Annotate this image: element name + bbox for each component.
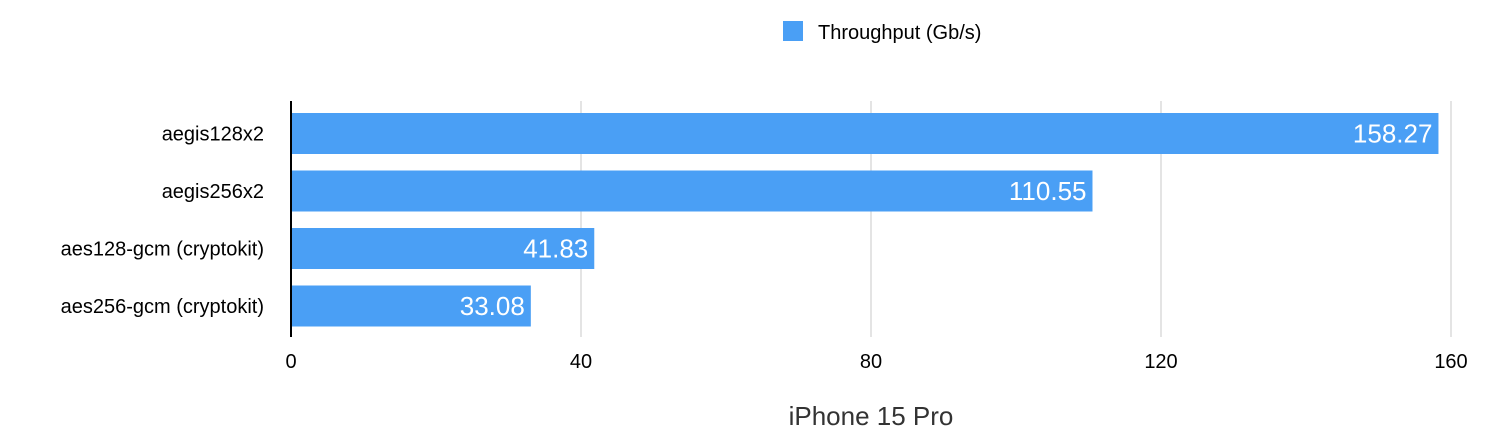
category-labels: aegis128x2 aegis256x2 aes128-gcm (cryptoki… [61, 124, 264, 319]
legend: Throughput (Gb/s) [783, 21, 981, 44]
category-label-2: aegis256x2 [162, 181, 264, 203]
bar-4 [291, 285, 531, 327]
x-axis-label: iPhone 15 Pro [789, 401, 954, 431]
value-label-1: 158.27 [1353, 119, 1433, 149]
legend-swatch [783, 21, 803, 41]
x-tick-label-0: 0 [285, 351, 296, 373]
legend-label: Throughput (Gb/s) [818, 22, 981, 44]
x-tick-label-160: 160 [1434, 351, 1467, 373]
x-tick-label-80: 80 [860, 351, 882, 373]
x-tick-label-120: 120 [1144, 351, 1177, 373]
bars [291, 113, 1439, 327]
value-labels: 158.27 110.55 41.83 33.08 [460, 119, 1433, 322]
x-tick-label-40: 40 [570, 351, 592, 373]
x-tick-labels: 0 40 80 120 160 [285, 351, 1467, 373]
bar-1 [291, 113, 1439, 154]
value-label-4: 33.08 [460, 291, 525, 321]
value-label-2: 110.55 [1009, 176, 1087, 206]
value-label-3: 41.83 [523, 234, 588, 264]
category-label-4: aes256-gcm (cryptokit) [61, 296, 264, 318]
bar-3 [291, 228, 595, 269]
category-label-3: aes128-gcm (cryptokit) [61, 239, 264, 261]
category-label-1: aegis128x2 [162, 124, 264, 146]
bar-2 [291, 170, 1093, 212]
